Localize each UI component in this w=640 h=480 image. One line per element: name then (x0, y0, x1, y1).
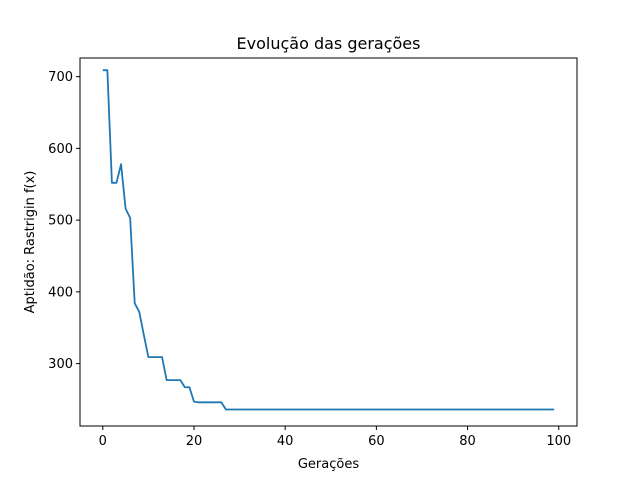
y-tick-label: 500 (48, 214, 73, 229)
x-axis-label: Gerações (298, 457, 359, 472)
x-tick-label: 80 (459, 434, 476, 449)
chart-title: Evolução das gerações (237, 34, 421, 53)
x-tick-label: 60 (368, 434, 385, 449)
x-tick-label: 0 (99, 434, 107, 449)
y-tick-label: 400 (48, 285, 73, 300)
y-tick-label: 700 (48, 70, 73, 85)
axes: 0 20 40 60 80 100 300 400 500 600 700 (48, 70, 571, 449)
x-tick-label: 20 (186, 434, 203, 449)
y-tick-label: 300 (48, 357, 73, 372)
plot-frame (79, 57, 578, 427)
y-tick-label: 600 (48, 142, 73, 157)
x-tick-label: 40 (277, 434, 294, 449)
x-tick-label: 100 (546, 434, 571, 449)
series-line (102, 69, 555, 411)
y-axis-label: Aptidão: Rastrigin f(x) (23, 171, 38, 314)
